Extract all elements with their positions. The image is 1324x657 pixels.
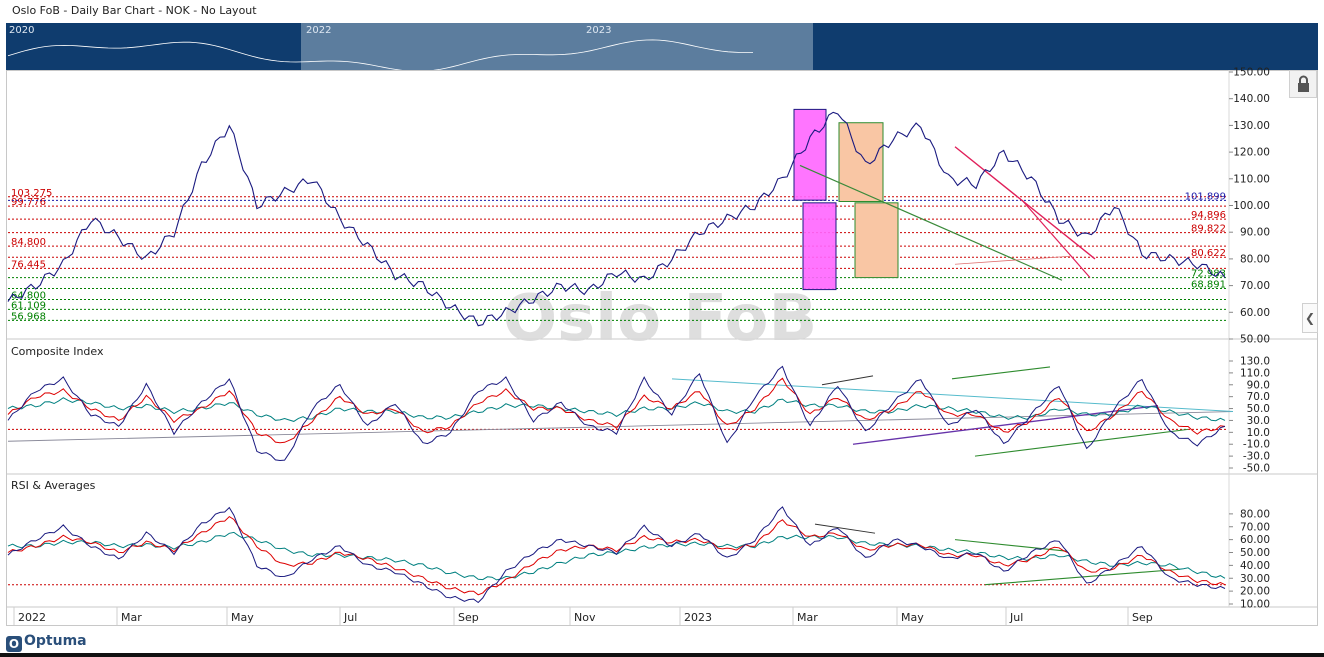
y-tick-label: 110.0	[1240, 367, 1270, 379]
level-label: 89.822	[1191, 224, 1226, 235]
x-tick-label: Sep	[1132, 611, 1153, 624]
y-tick-label: 110.00	[1233, 173, 1270, 185]
trend-line	[814, 523, 876, 534]
chevron-left-icon: ❮	[1304, 311, 1316, 325]
y-tick-label: 130.0	[1240, 356, 1270, 368]
level-label: 72.983	[1191, 269, 1226, 280]
navigator-sparkline	[7, 39, 753, 70]
x-tick-label: Jul	[1009, 611, 1023, 624]
y-tick-label: 120.00	[1233, 147, 1270, 159]
x-tick-label: 2023	[684, 611, 712, 624]
y-tick-label: 10.0	[1247, 427, 1270, 439]
y-tick-label: 80.00	[1240, 253, 1270, 265]
trend-line	[951, 366, 1051, 380]
level-label: 84.800	[11, 237, 46, 248]
y-tick-label: 30.00	[1240, 573, 1270, 585]
level-label: 61.109	[11, 300, 46, 311]
trend-line	[974, 428, 1189, 457]
optuma-logo-icon: O	[6, 636, 22, 652]
collapse-panel-button[interactable]: ❮	[1302, 303, 1318, 333]
y-tick-label: -10.0	[1243, 439, 1270, 451]
panel-title: RSI & Averages	[11, 479, 96, 492]
rsi-series	[7, 515, 1226, 596]
highlight-box	[802, 202, 837, 291]
y-tick-label: 50.00	[1240, 547, 1270, 559]
navigator-year-label: 2020	[9, 25, 35, 36]
lock-icon	[1298, 75, 1309, 92]
level-label: 103.275	[11, 188, 52, 199]
x-tick-label: May	[231, 611, 254, 624]
highlight-box	[793, 108, 827, 201]
y-tick-label: 90.00	[1240, 227, 1270, 239]
y-tick-label: 100.00	[1233, 200, 1270, 212]
y-tick-label: 50.0	[1247, 403, 1270, 415]
price-series	[7, 111, 1226, 327]
lock-button[interactable]	[1289, 70, 1317, 98]
level-label: 56.968	[11, 311, 46, 322]
level-label: 99.776	[11, 197, 46, 208]
y-tick-label: 10.00	[1240, 599, 1270, 611]
y-tick-label: 130.00	[1233, 120, 1270, 132]
x-tick-label: Mar	[797, 611, 818, 624]
brand-name: Optuma	[24, 633, 87, 649]
chart-title: Oslo FoB - Daily Bar Chart - NOK - No La…	[12, 4, 257, 17]
chart-frame	[6, 70, 1318, 626]
brand-logo: O Optuma	[6, 630, 87, 652]
navigator-window[interactable]	[301, 23, 813, 70]
y-tick-label: 80.00	[1240, 508, 1270, 520]
composite-series	[7, 397, 1226, 422]
x-tick-label: Jul	[343, 611, 357, 624]
x-tick-label: 2022	[18, 611, 46, 624]
x-tick-label: Sep	[458, 611, 479, 624]
y-tick-label: -50.0	[1243, 463, 1270, 475]
chart-title-bar: Oslo FoB - Daily Bar Chart - NOK - No La…	[0, 0, 1324, 22]
trend-line	[954, 539, 1068, 552]
y-tick-label: 30.0	[1247, 415, 1270, 427]
y-tick-label: 50.00	[1240, 334, 1270, 346]
composite-series	[7, 365, 1226, 462]
y-tick-label: 70.00	[1240, 280, 1270, 292]
level-label: 68.891	[1191, 280, 1226, 291]
navigator-year-label: 2022	[306, 25, 332, 36]
navigator-year-label: 2023	[586, 25, 612, 36]
y-tick-label: 40.00	[1240, 560, 1270, 572]
y-tick-label: 60.00	[1240, 534, 1270, 546]
y-tick-label: 20.00	[1240, 586, 1270, 598]
level-label: 64.800	[11, 290, 46, 301]
trend-line	[821, 375, 874, 386]
y-tick-label: 70.00	[1240, 521, 1270, 533]
trend-line	[799, 164, 1063, 281]
highlight-box	[854, 202, 899, 279]
watermark: Oslo FoB	[503, 282, 818, 356]
y-tick-label: 140.00	[1233, 93, 1270, 105]
y-tick-label: 60.00	[1240, 307, 1270, 319]
y-tick-label: 70.0	[1247, 391, 1270, 403]
x-tick-label: Nov	[574, 611, 596, 624]
level-label: 101.899	[1185, 191, 1226, 202]
trend-line	[7, 411, 1234, 442]
x-tick-label: Mar	[121, 611, 142, 624]
y-tick-label: 90.0	[1247, 379, 1270, 391]
rsi-series	[7, 531, 1226, 581]
highlight-box	[838, 122, 884, 202]
level-label: 80.622	[1191, 248, 1226, 259]
rsi-series	[7, 506, 1226, 604]
level-label: 76.445	[11, 259, 46, 270]
bottom-bar	[0, 653, 1324, 657]
trend-line	[954, 255, 1071, 265]
y-tick-label: 150.00	[1233, 67, 1270, 79]
level-label: 94.896	[1191, 210, 1226, 221]
date-navigator[interactable]: 2020 2022 2023	[6, 23, 1318, 70]
x-tick-label: May	[901, 611, 924, 624]
trend-line	[852, 404, 1159, 445]
y-tick-label: -30.0	[1243, 451, 1270, 463]
panel-title: Composite Index	[11, 345, 104, 358]
trend-line	[1021, 199, 1091, 278]
